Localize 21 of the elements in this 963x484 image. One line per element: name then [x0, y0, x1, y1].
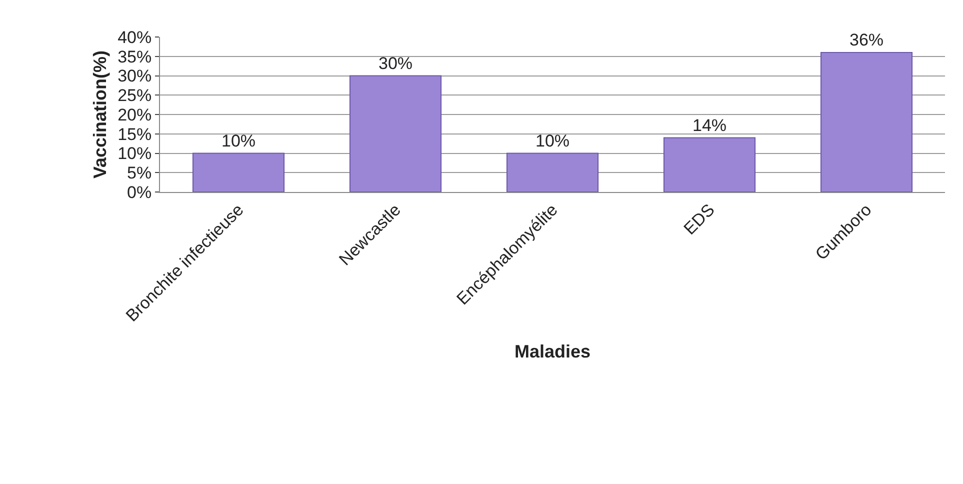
- y-tick-label: 25%: [118, 86, 152, 106]
- y-tick-label: 15%: [118, 124, 152, 144]
- data-label: 10%: [535, 131, 570, 150]
- y-tick-label: 35%: [118, 47, 152, 66]
- data-label: 10%: [221, 131, 256, 150]
- y-tick-label: 30%: [118, 66, 152, 86]
- y-tick-label: 40%: [118, 28, 152, 47]
- bar: [663, 137, 756, 192]
- bar: [349, 75, 442, 192]
- bar: [820, 52, 913, 192]
- data-label: 14%: [692, 116, 727, 135]
- x-axis-title: Maladies: [514, 341, 591, 362]
- bar: [506, 152, 599, 192]
- y-axis-title: Vaccination(%): [90, 50, 110, 179]
- bar: [192, 152, 285, 192]
- y-tick-label: 10%: [118, 144, 152, 164]
- y-tick-label: 20%: [118, 105, 152, 124]
- data-label: 30%: [378, 54, 413, 73]
- y-tick-label: 0%: [127, 182, 152, 202]
- y-tick-label: 5%: [127, 164, 152, 183]
- data-label: 36%: [849, 30, 884, 50]
